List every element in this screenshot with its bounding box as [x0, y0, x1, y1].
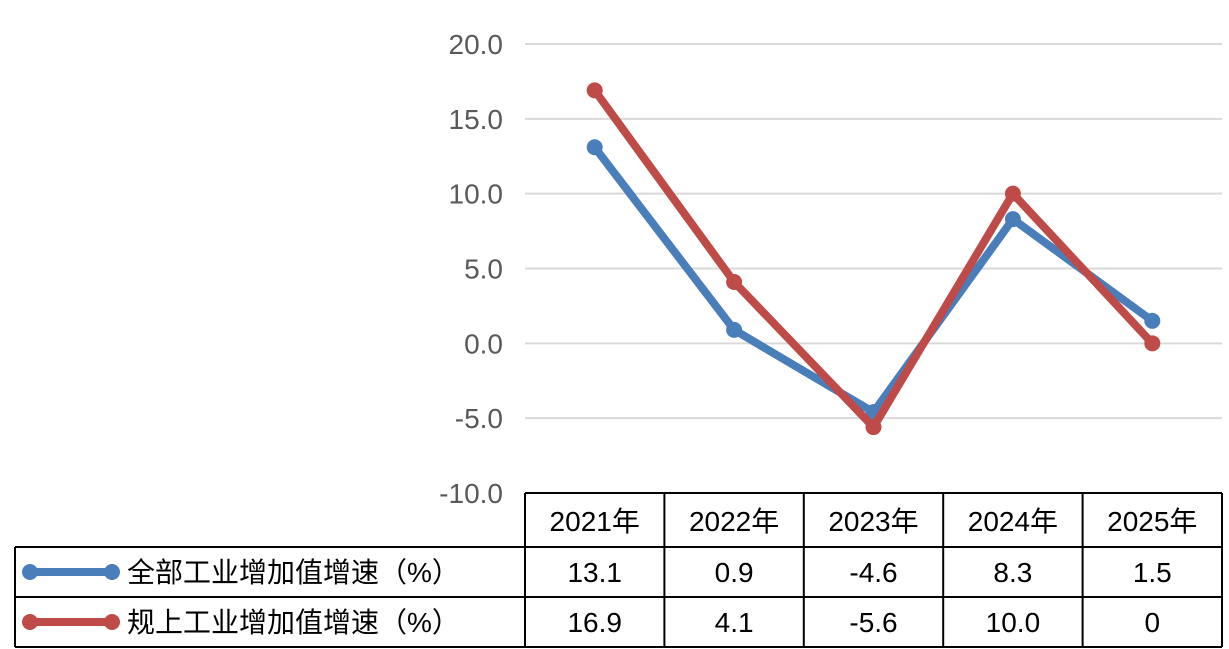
data-value-cell: 4.1 — [715, 607, 754, 638]
legend-key-marker — [104, 614, 120, 630]
series-2 — [586, 82, 1161, 436]
category-label: 2021年 — [550, 506, 640, 537]
category-label: 2025年 — [1107, 506, 1197, 537]
category-label: 2024年 — [968, 506, 1058, 537]
data-point — [1144, 335, 1161, 352]
data-value-cell: 0 — [1145, 607, 1161, 638]
data-point — [865, 419, 882, 436]
legend-key-marker — [22, 564, 38, 580]
data-point — [1004, 185, 1021, 202]
category-label: 2022年 — [689, 506, 779, 537]
gridlines — [525, 43, 1222, 420]
data-value-cell: 10.0 — [986, 607, 1041, 638]
y-tick-label: 15.0 — [449, 104, 504, 135]
data-point — [586, 139, 603, 156]
data-value-cell: 1.5 — [1133, 557, 1172, 588]
data-point — [1004, 211, 1021, 228]
data-point — [726, 273, 743, 290]
y-axis-ticks: 20.0 15.0 10.0 5.0 0.0 -5.0 -10.0 — [439, 29, 503, 509]
legend-key-marker — [22, 614, 38, 630]
data-value-cell: 8.3 — [993, 557, 1032, 588]
y-tick-label: -10.0 — [439, 478, 503, 509]
series-line — [591, 144, 1155, 418]
y-tick-label: 20.0 — [449, 29, 504, 60]
data-value-cell: 0.9 — [715, 557, 754, 588]
data-value-cell: 13.1 — [567, 557, 622, 588]
series-name: 规上工业增加值增速（%） — [127, 607, 460, 638]
legend-key-marker — [104, 564, 120, 580]
y-tick-label: -5.0 — [455, 403, 503, 434]
data-point — [1144, 312, 1161, 329]
series-1 — [586, 139, 1161, 421]
data-value-cell: 16.9 — [567, 607, 622, 638]
data-value-cell: -5.6 — [849, 607, 897, 638]
category-label: 2023年 — [828, 506, 918, 537]
series-name: 全部工业增加值增速（%） — [127, 557, 460, 588]
legend-key — [22, 564, 120, 580]
data-point — [726, 321, 743, 338]
y-tick-label: 0.0 — [464, 328, 503, 359]
legend-key — [22, 614, 120, 630]
data-point — [586, 82, 603, 99]
data-value-cell: -4.6 — [849, 557, 897, 588]
y-tick-label: 5.0 — [464, 254, 503, 285]
y-tick-label: 10.0 — [449, 179, 504, 210]
